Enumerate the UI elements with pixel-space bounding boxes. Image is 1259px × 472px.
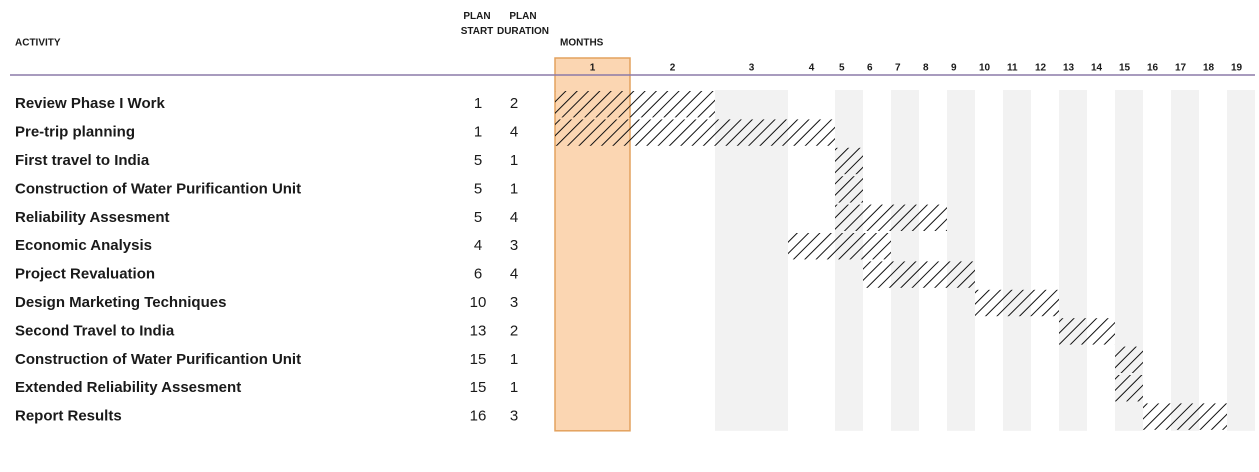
month-label: 3 [749, 63, 755, 74]
task-bar [863, 261, 975, 288]
month-label: 14 [1091, 63, 1103, 74]
task-bar [1115, 375, 1143, 402]
column-shade [1227, 90, 1255, 431]
plan-start: 6 [474, 266, 482, 283]
plan-start: 15 [470, 351, 487, 368]
month-label: 5 [839, 63, 845, 74]
plan-duration: 1 [510, 379, 518, 396]
header-start: PLAN START [461, 11, 494, 37]
month-label: 9 [951, 63, 957, 74]
task-bar [555, 119, 835, 146]
task-bar [975, 289, 1059, 317]
month-label: 8 [923, 63, 929, 74]
month-label: 17 [1175, 63, 1187, 74]
plan-start: 10 [470, 294, 487, 311]
plan-duration: 4 [510, 209, 518, 226]
plan-start: 13 [470, 322, 487, 339]
activity-name: Pre-trip planning [15, 124, 135, 141]
month-label: 7 [895, 63, 901, 74]
activity-name: Economic Analysis [15, 237, 152, 254]
month-label: 4 [809, 63, 815, 74]
column-shade [1003, 90, 1031, 431]
month-label: 11 [1007, 63, 1018, 74]
task-bar [835, 176, 863, 203]
month-label: 6 [867, 63, 873, 74]
month-label: 2 [670, 63, 676, 74]
plan-start: 16 [470, 408, 487, 425]
month-label: 10 [979, 63, 991, 74]
task-bar [835, 204, 947, 231]
header-duration: PLAN DURATION [497, 11, 549, 37]
task-bar [788, 233, 891, 260]
column-shade [947, 90, 975, 431]
month-label: 18 [1203, 63, 1215, 74]
activity-name: Extended Reliability Assesment [15, 379, 241, 396]
column-shade [1059, 90, 1087, 431]
month-label: 15 [1119, 63, 1131, 74]
activity-name: Review Phase I Work [15, 95, 165, 112]
activity-name: First travel to India [15, 152, 150, 169]
plan-start: 1 [474, 95, 482, 112]
plan-duration: 1 [510, 180, 518, 197]
column-shade [1171, 90, 1199, 431]
plan-duration: 4 [510, 124, 518, 141]
plan-start: 1 [474, 124, 482, 141]
plan-start: 4 [474, 237, 482, 254]
activity-name: Construction of Water Purificantion Unit [15, 180, 301, 197]
activity-name: Report Results [15, 408, 122, 425]
header-months: MONTHS [560, 38, 604, 49]
activity-name: Construction of Water Purificantion Unit [15, 351, 301, 368]
plan-start: 15 [470, 379, 487, 396]
column-shade [891, 90, 919, 431]
plan-duration: 2 [510, 95, 518, 112]
plan-duration: 4 [510, 266, 518, 283]
activity-name: Second Travel to India [15, 322, 175, 339]
plan-duration: 3 [510, 408, 518, 425]
month-label: 16 [1147, 63, 1159, 74]
task-bar [835, 147, 863, 175]
plan-duration: 3 [510, 237, 518, 254]
plan-duration: 3 [510, 294, 518, 311]
month-label: 13 [1063, 63, 1075, 74]
plan-start: 5 [474, 209, 482, 226]
task-bar [1115, 346, 1143, 373]
plan-duration: 1 [510, 152, 518, 169]
month-label: 19 [1231, 63, 1243, 74]
month-label: 1 [590, 63, 596, 74]
column-shade [1115, 90, 1143, 431]
activity-name: Project Revaluation [15, 266, 155, 283]
plan-start: 5 [474, 152, 482, 169]
column-shade [715, 90, 788, 431]
task-bar [555, 91, 715, 118]
activity-name: Design Marketing Techniques [15, 294, 226, 311]
plan-duration: 1 [510, 351, 518, 368]
activity-name: Reliability Assesment [15, 209, 170, 226]
header-activity: ACTIVITY [15, 38, 61, 49]
month-label: 12 [1035, 63, 1047, 74]
plan-duration: 2 [510, 322, 518, 339]
task-bar [1143, 403, 1227, 430]
plan-start: 5 [474, 180, 482, 197]
column-shade [835, 90, 863, 431]
task-bar [1059, 318, 1115, 345]
